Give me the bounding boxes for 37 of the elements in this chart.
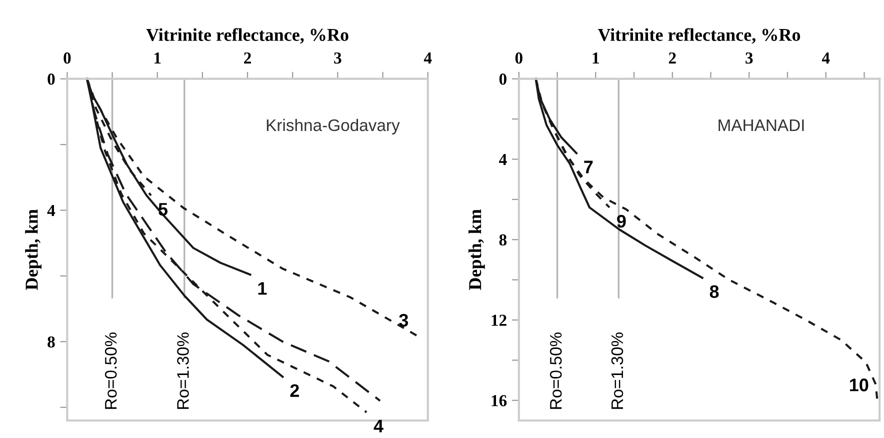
series-label: 8 [710,285,719,298]
series-label: 4 [374,420,384,432]
x-tick-label: 2 [244,52,251,64]
series-label: 2 [290,384,299,397]
x-tick-label: 4 [822,52,830,64]
x-tick-label: 3 [334,52,342,64]
y-tick-label: 12 [492,314,506,326]
ref-line-label: Ro=0.50% [550,332,562,409]
y-tick-label: 4 [47,205,56,216]
x-tick-label: 3 [746,52,753,64]
series-label: 7 [584,160,593,174]
x-tick-label: 0 [64,52,71,64]
x-tick-label: 2 [668,52,676,64]
y-tick-label: 16 [492,395,507,406]
ref-line-label: Ro=1.30% [177,332,189,409]
series-label: 9 [617,214,626,228]
x-tick-label: 1 [154,52,161,64]
y-axis-title: Depth, km [468,209,485,290]
y-tick-label: 0 [48,74,55,85]
x-tick-label: 0 [515,52,522,64]
x-axis-title: Vitrinite reflectance, %Ro [598,28,800,44]
ref-line-label: Ro=1.30% [611,332,624,409]
annotation: Krishna-Godavary [266,118,400,134]
y-tick-label: 8 [499,234,507,246]
y-tick-label: 4 [499,154,507,166]
series-label: 5 [158,203,168,216]
x-tick-label: 1 [592,52,599,64]
x-axis-title: Vitrinite reflectance, %Ro [146,28,348,44]
x-tick-label: 4 [424,52,432,64]
series-label: 3 [399,314,408,327]
series-label: 10 [850,378,868,392]
series-label: 1 [258,282,267,295]
y-axis-title: Depth, km [25,209,42,290]
annotation: MAHANADI [718,120,804,131]
y-tick-label: 0 [499,74,506,85]
ref-line-label: Ro=0.50% [104,332,117,409]
y-tick-label: 8 [48,336,55,348]
